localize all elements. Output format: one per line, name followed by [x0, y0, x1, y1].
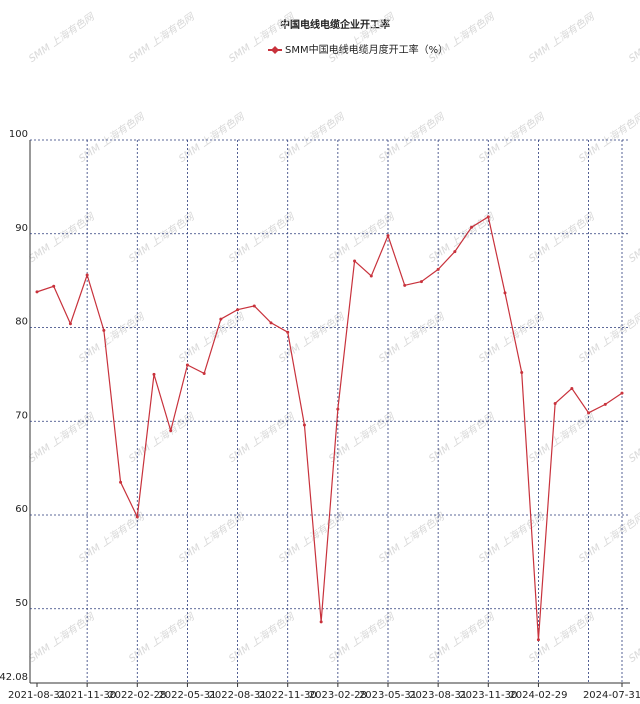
point: [386, 234, 390, 238]
point: [169, 429, 173, 433]
point: [152, 372, 156, 376]
watermark: SMM 上海有色网: [477, 110, 548, 165]
point: [536, 638, 540, 642]
x-tick-label: 2024-02-29: [509, 690, 567, 701]
x-tick-label: 2023-08-31: [409, 690, 467, 701]
point: [135, 515, 139, 519]
point: [286, 330, 290, 334]
point: [102, 328, 106, 332]
watermark: SMM 上海有色网: [627, 410, 640, 465]
point: [486, 215, 490, 219]
point: [353, 259, 357, 263]
y-tick-label: 90: [15, 223, 28, 234]
point: [236, 308, 240, 312]
point: [269, 321, 273, 325]
line: [36, 215, 623, 640]
legend-marker: [271, 46, 279, 54]
watermark: SMM 上海有色网: [227, 10, 298, 65]
watermark: SMM 上海有色网: [527, 210, 598, 265]
point: [85, 273, 89, 277]
y-tick-label: 70: [15, 410, 28, 421]
point: [369, 274, 373, 278]
watermark: SMM 上海有色网: [627, 210, 640, 265]
y-tick-label: 80: [15, 317, 28, 328]
chart-title: 中国电线电缆企业开工率: [280, 18, 390, 31]
watermark: SMM 上海有色网: [377, 110, 448, 165]
watermark: SMM 上海有色网: [577, 110, 640, 165]
watermark: SMM 上海有色网: [277, 310, 348, 365]
point: [419, 280, 423, 284]
watermark: SMM 上海有色网: [627, 10, 640, 65]
point: [587, 411, 591, 415]
x-tick-label: 2022-08-31: [209, 690, 267, 701]
watermark: SMM 上海有色网: [477, 510, 548, 565]
point: [52, 284, 56, 288]
watermark: SMM 上海有色网: [427, 10, 498, 65]
point: [403, 283, 407, 287]
y-tick-label: 50: [15, 598, 28, 609]
watermarks: SMM 上海有色网 SMM 上海有色网 SMM 上海有色网 SMM 上海有色网 SMM …: [27, 10, 640, 665]
point: [603, 402, 607, 406]
watermark: SMM 上海有色网: [427, 410, 498, 465]
x-tick-label: 2024-07-31: [583, 690, 640, 701]
point: [35, 290, 39, 294]
x-tick-label: 2023-11-30: [459, 690, 517, 701]
point: [570, 386, 574, 390]
point: [68, 322, 72, 326]
x-tick-label: 2023-02-28: [309, 690, 367, 701]
point: [453, 250, 457, 254]
point: [219, 317, 223, 321]
x-tick-label: 2022-02-28: [108, 690, 166, 701]
legend-label: SMM中国电线电缆月度开工率（%）: [285, 43, 448, 56]
x-tick-label: 2022-11-30: [259, 690, 317, 701]
watermark: SMM 上海有色网: [627, 610, 640, 665]
x-tick-label: 2023-05-31: [359, 690, 417, 701]
x-tick-label: 2021-11-30: [58, 690, 116, 701]
y-tick-label: 60: [15, 504, 28, 515]
point: [252, 304, 256, 308]
point: [436, 267, 440, 271]
watermark: SMM 上海有色网: [577, 310, 640, 365]
point: [470, 225, 474, 229]
watermark: SMM 上海有色网: [577, 510, 640, 565]
watermark: SMM 上海有色网: [427, 610, 498, 665]
y-tick-label: 100: [9, 129, 28, 140]
point: [185, 363, 189, 367]
y-tick-label: 42.08: [0, 672, 28, 683]
watermark: SMM 上海有色网: [277, 110, 348, 165]
watermark: SMM 上海有色网: [527, 10, 598, 65]
point: [553, 401, 557, 405]
watermark: SMM 上海有色网: [377, 310, 448, 365]
watermark: SMM 上海有色网: [327, 10, 398, 65]
watermark: SMM 上海有色网: [377, 510, 448, 565]
watermark: SMM 上海有色网: [27, 10, 98, 65]
x-tick-label: 2022-05-31: [158, 690, 216, 701]
x-tick-label: 2021-08-31: [8, 690, 66, 701]
point: [520, 371, 524, 374]
point: [302, 423, 306, 427]
point: [202, 371, 206, 375]
point: [503, 291, 507, 295]
watermark: SMM 上海有色网: [527, 410, 598, 465]
point: [319, 620, 323, 624]
watermark: SMM 上海有色网: [127, 10, 198, 65]
watermark: SMM 上海有色网: [477, 310, 548, 365]
watermark: SMM 上海有色网: [327, 610, 398, 665]
point: [119, 480, 123, 484]
point: [336, 407, 340, 411]
point: [620, 391, 624, 395]
